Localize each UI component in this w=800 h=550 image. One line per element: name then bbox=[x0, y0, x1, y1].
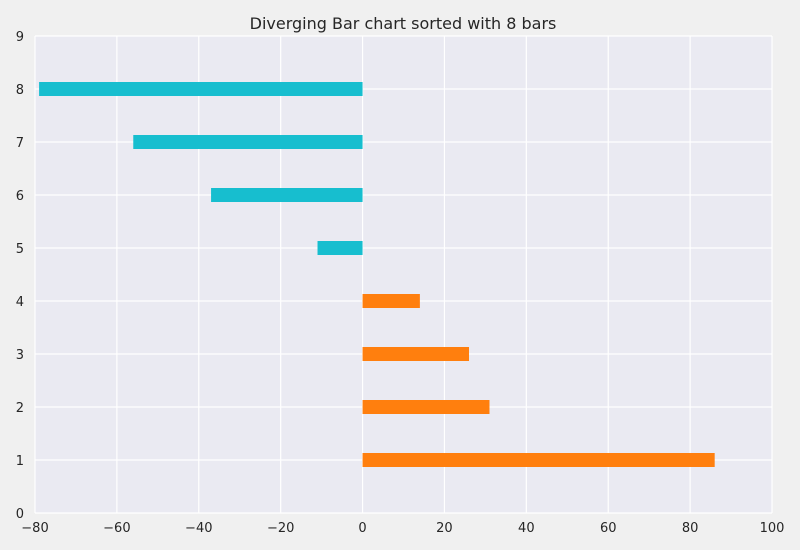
y-tick-label: 3 bbox=[16, 348, 24, 363]
x-tick-label: 20 bbox=[436, 521, 453, 536]
bar-4 bbox=[362, 294, 420, 308]
x-tick-label: 100 bbox=[760, 521, 785, 536]
x-tick-label: −60 bbox=[103, 521, 130, 536]
y-tick-label: 4 bbox=[16, 295, 24, 310]
x-tick-label: −40 bbox=[185, 521, 212, 536]
x-tick-label: 80 bbox=[682, 521, 699, 536]
bars bbox=[39, 82, 715, 467]
x-tick-label: 60 bbox=[600, 521, 617, 536]
x-tick-label: −20 bbox=[267, 521, 294, 536]
chart-title: Diverging Bar chart sorted with 8 bars bbox=[250, 14, 557, 33]
y-tick-label: 9 bbox=[16, 30, 24, 45]
y-tick-label: 8 bbox=[16, 83, 24, 98]
plot-area bbox=[35, 36, 772, 513]
bar-7 bbox=[133, 135, 363, 149]
x-tick-label: 0 bbox=[358, 521, 366, 536]
x-tick-label: 40 bbox=[518, 521, 535, 536]
y-tick-label: 6 bbox=[16, 189, 24, 204]
y-tick-label: 2 bbox=[16, 401, 24, 416]
y-tick-label: 1 bbox=[16, 454, 24, 469]
bar-1 bbox=[362, 453, 715, 467]
y-axis: 0 1 2 3 4 5 6 7 8 9 bbox=[16, 30, 24, 522]
bar-8 bbox=[39, 82, 363, 96]
bar-5 bbox=[317, 241, 363, 255]
y-tick-label: 0 bbox=[16, 507, 24, 522]
bar-6 bbox=[211, 188, 363, 202]
bar-2 bbox=[362, 400, 490, 414]
y-tick-label: 5 bbox=[16, 242, 24, 257]
y-tick-label: 7 bbox=[16, 136, 24, 151]
x-tick-label: −80 bbox=[21, 521, 48, 536]
x-axis: −80 −60 −40 −20 0 20 40 60 80 100 bbox=[21, 521, 784, 536]
bar-3 bbox=[362, 347, 470, 361]
